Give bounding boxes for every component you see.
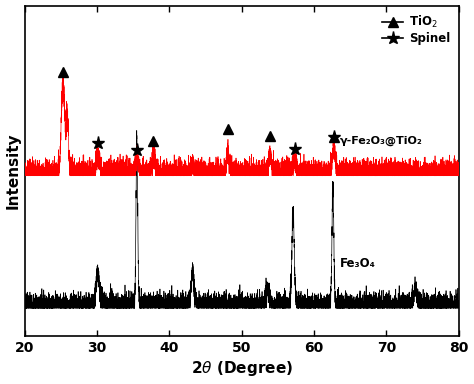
Legend: TiO$_2$, Spinel: TiO$_2$, Spinel [380, 12, 453, 48]
Text: γ-Fe₂O₃@TiO₂: γ-Fe₂O₃@TiO₂ [339, 136, 422, 146]
Y-axis label: Intensity: Intensity [6, 133, 20, 209]
X-axis label: 2$\theta$ (Degree): 2$\theta$ (Degree) [191, 359, 293, 379]
Text: Fe₃O₄: Fe₃O₄ [339, 257, 375, 270]
